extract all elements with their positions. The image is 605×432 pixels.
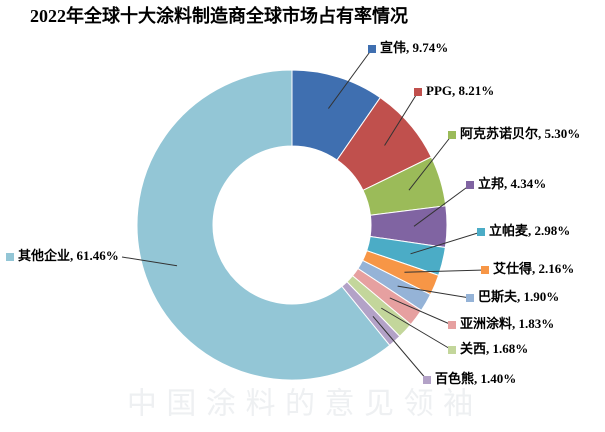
legend-swatch bbox=[423, 376, 431, 384]
leader-line bbox=[408, 134, 453, 191]
legend-swatch bbox=[448, 131, 456, 139]
data-label: 宣伟, 9.74% bbox=[380, 40, 448, 55]
leader-line bbox=[397, 285, 471, 299]
data-label: 巴斯夫, 1.90% bbox=[478, 289, 559, 304]
legend-swatch bbox=[466, 181, 474, 189]
data-label: 立帕麦, 2.98% bbox=[489, 223, 570, 238]
leader-line bbox=[413, 184, 471, 227]
leader-line bbox=[410, 231, 482, 255]
leader-line bbox=[404, 269, 486, 273]
data-label: 百色熊, 1.40% bbox=[435, 371, 516, 386]
legend-swatch bbox=[466, 294, 474, 302]
leader-line bbox=[381, 307, 453, 351]
data-label: 其他企业, 61.46% bbox=[18, 248, 119, 263]
data-label: 阿克苏诺贝尔, 5.30% bbox=[460, 126, 580, 141]
data-label: PPG, 8.21% bbox=[426, 83, 494, 98]
legend-swatch bbox=[6, 253, 14, 261]
leader-line bbox=[121, 256, 178, 267]
watermark: 中 国 涂 料 的 意 见 领 袖 bbox=[127, 387, 473, 422]
leader-line bbox=[384, 91, 419, 146]
leader-line bbox=[389, 297, 453, 326]
data-label: 关西, 1.68% bbox=[460, 341, 528, 356]
leader-line bbox=[327, 48, 373, 109]
data-label: 艾仕得, 2.16% bbox=[493, 261, 574, 276]
legend-swatch bbox=[448, 321, 456, 329]
legend-swatch bbox=[481, 266, 489, 274]
legend-swatch bbox=[414, 88, 422, 96]
legend-swatch bbox=[448, 346, 456, 354]
data-label: 亚洲涂料, 1.83% bbox=[460, 316, 554, 331]
legend-swatch bbox=[477, 228, 485, 236]
data-label: 立邦, 4.34% bbox=[478, 176, 546, 191]
chart-title: 2022年全球十大涂料制造商全球市场占有率情况 bbox=[30, 5, 408, 26]
legend-swatch bbox=[368, 45, 376, 53]
leader-line bbox=[372, 315, 428, 381]
donut-slice bbox=[136, 69, 391, 381]
